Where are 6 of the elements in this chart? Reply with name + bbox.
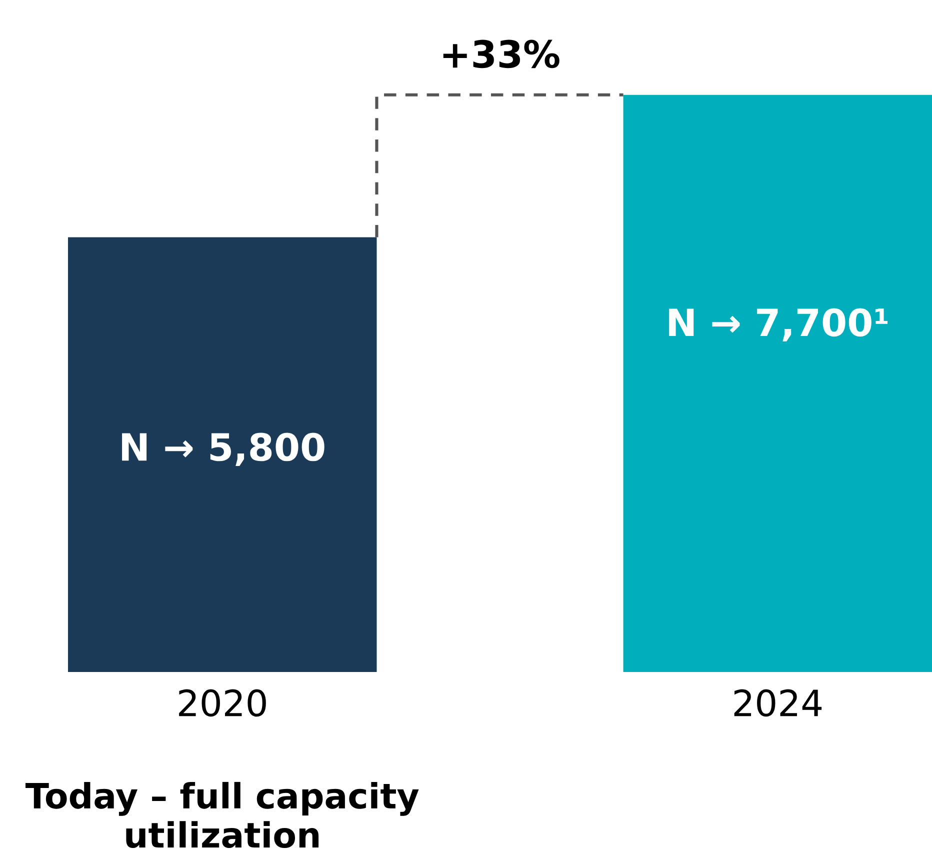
x-tick-label: 2024 xyxy=(734,689,822,717)
x-tick-label: 2020 xyxy=(179,689,266,717)
text: Today – full capacity utilization xyxy=(26,782,419,848)
text: +33% xyxy=(443,40,560,68)
data-label: N → 7,700¹ xyxy=(669,308,888,342)
data-label: N → 5,800 xyxy=(122,432,324,466)
